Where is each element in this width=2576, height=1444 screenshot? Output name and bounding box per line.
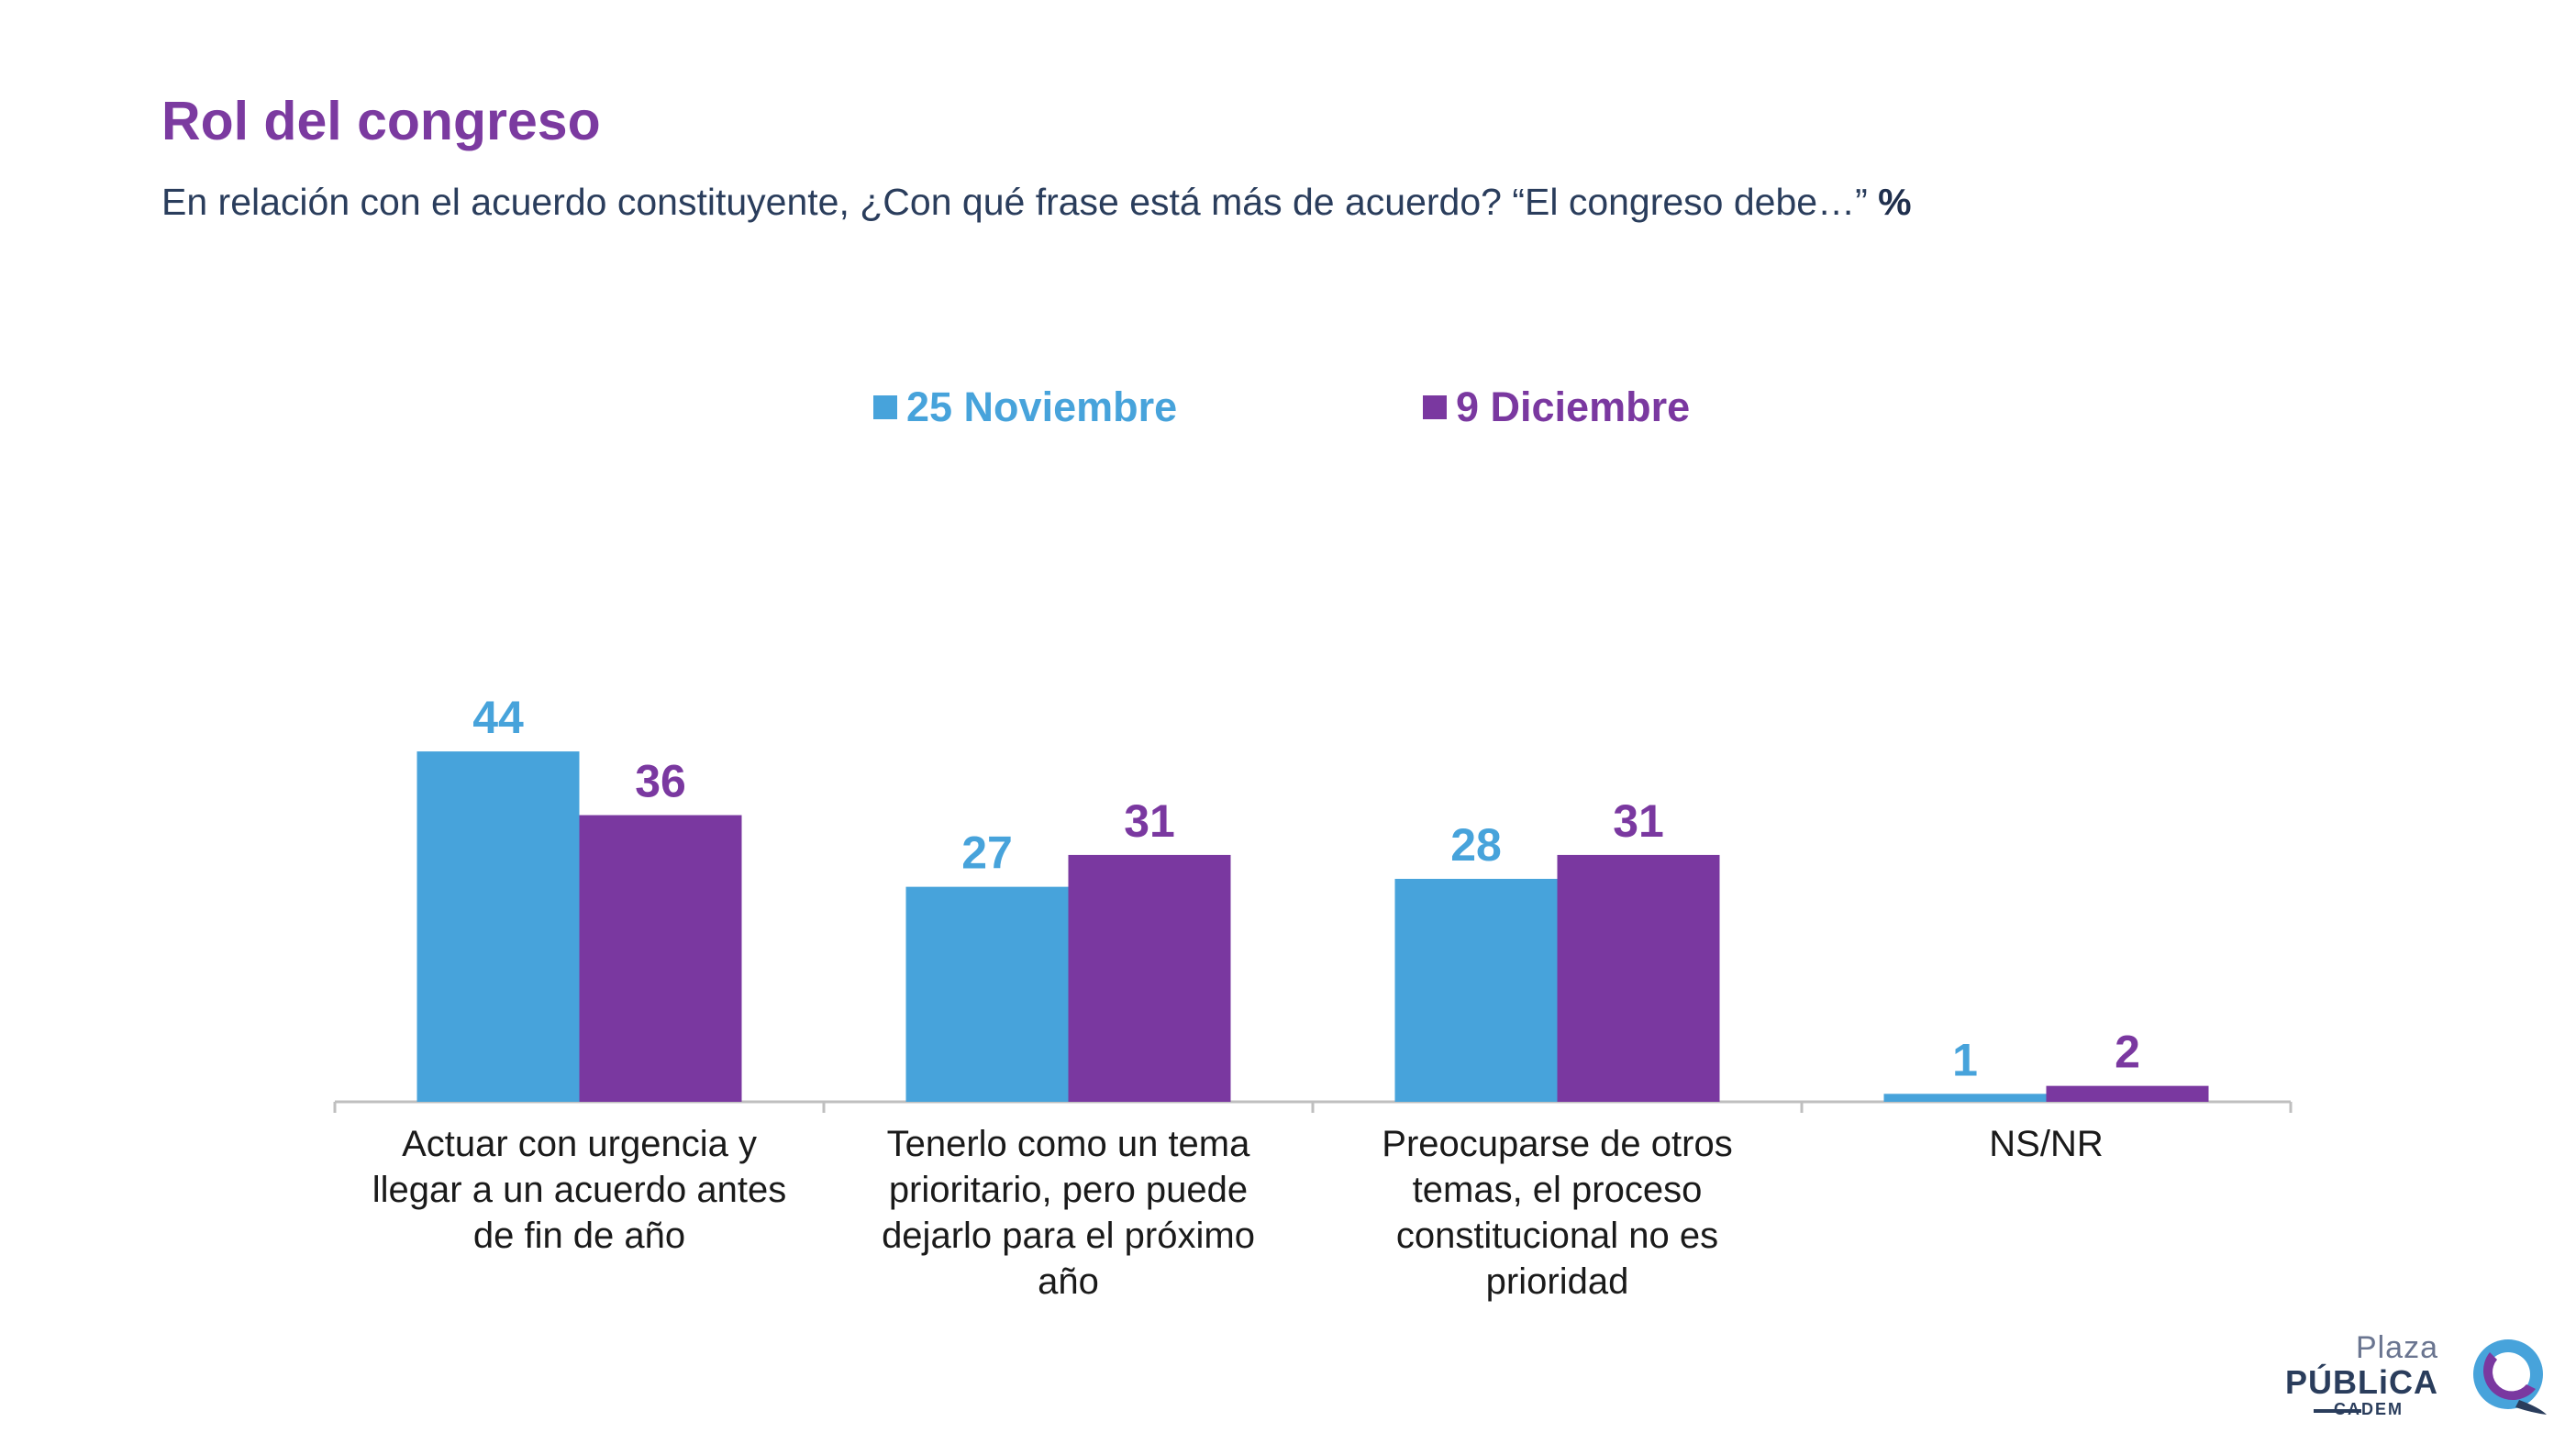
unit-label: % [1878,181,1912,223]
bar-series-0-cat-0 [416,751,580,1102]
bar-series-0-cat-2 [1394,878,1558,1102]
data-label-series-0-cat-1: 27 [961,828,1013,879]
chart-subtitle: En relación con el acuerdo constituyente… [161,180,1912,225]
legend-label-25-noviembre: 25 Noviembre [906,383,1178,430]
legend-item-9-diciembre: 9 Diciembre [1423,383,1690,431]
data-label-series-0-cat-0: 44 [472,692,524,743]
data-label-series-1-cat-1: 31 [1124,795,1175,847]
bar-series-1-cat-3 [2046,1085,2209,1102]
data-label-series-1-cat-2: 31 [1613,795,1664,847]
bar-series-0-cat-1 [905,886,1069,1102]
logo-underline [2314,1409,2361,1413]
category-label-1: Tenerlo como un tema prioritario, pero p… [882,1124,1255,1302]
bar-series-1-cat-0 [579,815,742,1102]
category-label-3: NS/NR [1989,1124,2104,1164]
legend-item-25-noviembre: 25 Noviembre [873,383,1177,431]
subtitle-text: En relación con el acuerdo constituyente… [161,181,1868,223]
chart-title: Rol del congreso [161,91,601,151]
plaza-publica-logo: Plaza PÚBLiCA CADEM [2285,1330,2550,1422]
plaza-publica-logo-icon [2473,1339,2547,1415]
category-label-2: Preocuparse de otros temas, el proceso c… [1382,1124,1733,1302]
legend-swatch-9-diciembre [1423,395,1447,419]
legend-swatch-25-noviembre [873,395,897,419]
logo-text-plaza: Plaza [2355,1330,2438,1365]
bar-series-1-cat-2 [1557,854,1720,1102]
bar-series-1-cat-1 [1068,854,1231,1102]
category-label-0: Actuar con urgencia y llegar a un acuerd… [372,1124,787,1256]
legend-label-9-diciembre: 9 Diciembre [1456,383,1691,430]
data-label-series-0-cat-3: 1 [1952,1034,1978,1085]
data-label-series-1-cat-0: 36 [635,756,686,807]
chart-legend: 25 Noviembre 9 Diciembre [0,383,2576,439]
logo-text-cadem: CADEM [2334,1400,2404,1418]
bar-series-0-cat-3 [1883,1094,2047,1102]
logo-text-publica: PÚBLiCA [2285,1363,2438,1401]
data-label-series-0-cat-2: 28 [1450,819,1502,871]
data-label-series-1-cat-3: 2 [2115,1027,2140,1078]
